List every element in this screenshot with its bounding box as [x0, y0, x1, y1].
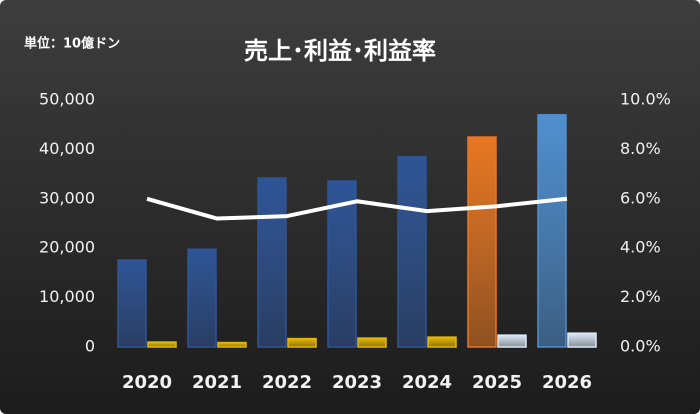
bar: [567, 332, 597, 348]
y-tick-label: 0: [85, 337, 95, 356]
bar: [217, 341, 247, 348]
y2-tick-label: 6.0%: [620, 188, 661, 207]
x-tick-label: 2025: [472, 372, 522, 393]
x-tick-label: 2023: [332, 372, 382, 393]
bar: [467, 136, 497, 348]
y-tick-label: 10,000: [39, 287, 95, 306]
x-tick-label: 2020: [122, 372, 172, 393]
bar: [397, 156, 427, 348]
x-tick-label: 2022: [262, 372, 312, 393]
y-tick-label: 30,000: [39, 188, 95, 207]
bar: [117, 259, 147, 348]
y2-tick-label: 8.0%: [620, 139, 661, 158]
x-tick-label: 2024: [402, 372, 452, 393]
bar: [357, 337, 387, 348]
y2-tick-label: 2.0%: [620, 287, 661, 306]
x-tick-label: 2026: [542, 372, 592, 393]
bar: [497, 334, 527, 348]
y-tick-label: 50,000: [39, 90, 95, 109]
y-tick-label: 20,000: [39, 238, 95, 257]
bar: [257, 177, 287, 348]
line: [146, 196, 568, 221]
bar: [537, 114, 567, 348]
y2-tick-label: 0.0%: [620, 337, 661, 356]
y-tick-label: 40,000: [39, 139, 95, 158]
bar: [427, 336, 457, 348]
y2-tick-label: 10.0%: [620, 90, 671, 109]
bar: [187, 248, 217, 348]
bar: [327, 180, 357, 348]
unit-note: 単位：10億ドン: [24, 36, 120, 52]
bar: [147, 341, 177, 348]
bar: [287, 337, 317, 348]
chart-title: 売上･利益･利益率: [244, 37, 436, 65]
y2-tick-label: 4.0%: [620, 238, 661, 257]
x-tick-label: 2021: [192, 372, 242, 393]
